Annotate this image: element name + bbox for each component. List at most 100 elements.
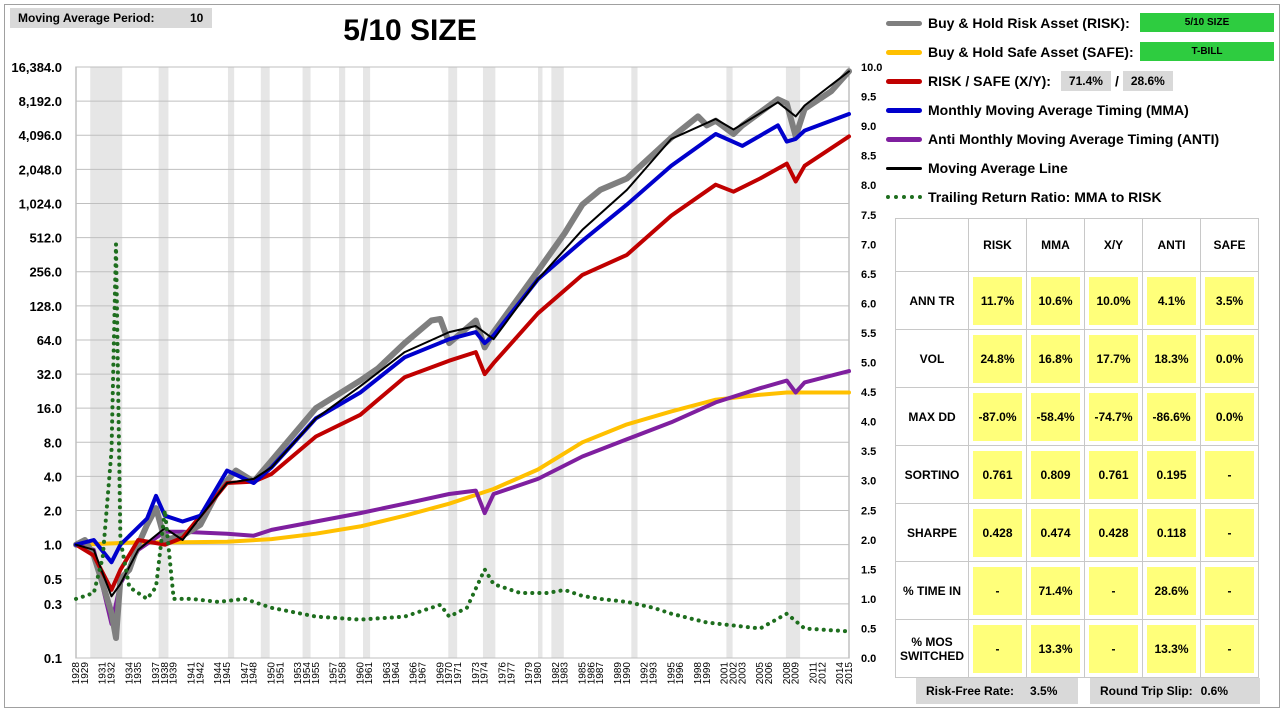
- x-tick-label: 1929: [80, 662, 91, 685]
- chart-frame: [4, 4, 1280, 708]
- stats-cell: -: [1084, 619, 1143, 678]
- stats-cell-value: 0.761: [1089, 450, 1138, 499]
- x-tick-label: 1954: [302, 662, 313, 685]
- xy-swatch: [886, 78, 922, 84]
- x-tick-label: 1942: [195, 662, 206, 685]
- stats-cell: 28.6%: [1142, 561, 1201, 620]
- stats-row-label: ANN TR: [895, 271, 969, 330]
- y-right-tick-label: 5.5: [861, 328, 876, 340]
- plot-border: [75, 66, 850, 659]
- stats-row: VOL 24.8% 16.8% 17.7% 18.3% 0.0%: [895, 329, 1259, 388]
- x-tick-label: 1998: [693, 662, 704, 685]
- x-tick-label: 1970: [444, 662, 455, 685]
- series-line: [75, 70, 850, 598]
- stats-cell-value: 13.3%: [1147, 624, 1196, 673]
- y-right-tick-label: 7.5: [861, 210, 876, 222]
- y-right-tick-label: 8.0: [861, 180, 876, 192]
- stats-cell-value: -86.6%: [1147, 392, 1196, 441]
- stats-row-label: SHARPE: [895, 503, 969, 562]
- y-right-tick-label: 5.0: [861, 358, 876, 370]
- stats-cell-value: -: [1089, 624, 1138, 673]
- anti-swatch: [886, 136, 922, 142]
- y-right-tick-label: 10.0: [861, 62, 882, 74]
- stats-row: % MOS SWITCHED -13.3% -13.3% -: [895, 619, 1259, 678]
- stats-cell: -: [1200, 619, 1259, 678]
- stats-col-header: SAFE: [1200, 218, 1259, 272]
- x-tick-label: 1966: [409, 662, 420, 685]
- recession-band: [302, 67, 311, 658]
- legend-ratio: Trailing Return Ratio: MMA to RISK: [886, 186, 1162, 208]
- x-tick-label: 1928: [71, 662, 82, 685]
- stats-cell: 10.6%: [1026, 271, 1085, 330]
- y-right-tick-label: 4.0: [861, 417, 876, 429]
- y-left-tick-label: 512.0: [29, 231, 62, 246]
- stats-cell: 0.428: [968, 503, 1027, 562]
- slip-value: 0.6%: [1200, 684, 1229, 698]
- y-left-tick-label: 0.1: [44, 651, 62, 666]
- stats-cell: -74.7%: [1084, 387, 1143, 446]
- mma-swatch: [886, 107, 922, 113]
- x-tick-label: 1938: [160, 662, 171, 685]
- stats-row: % TIME IN -71.4% -28.6% -: [895, 561, 1259, 620]
- stats-cell-value: 24.8%: [973, 334, 1022, 383]
- y-right-tick-label: 0.0: [861, 653, 876, 665]
- x-tick-label: 1987: [595, 662, 606, 685]
- y-left-tick-label: 2,048.0: [19, 162, 62, 177]
- y-left-tick-label: 0.3: [44, 597, 62, 612]
- x-tick-label: 2003: [737, 662, 748, 685]
- x-tick-label: 1957: [329, 662, 340, 685]
- stats-cell-value: 16.8%: [1031, 334, 1080, 383]
- stats-cell-value: 10.0%: [1089, 276, 1138, 325]
- x-tick-label: 1937: [151, 662, 162, 685]
- y-left-axis: 16,384.0 8,192.0 4,096.0 2,048.0 1,024.0 512.…: [11, 60, 62, 666]
- ma-swatch: [886, 166, 922, 170]
- stats-cell: 16.8%: [1026, 329, 1085, 388]
- stats-cell: 0.0%: [1200, 387, 1259, 446]
- stats-cell: 0.118: [1142, 503, 1201, 562]
- stats-col-header: X/Y: [1084, 218, 1143, 272]
- x-tick-label: 1986: [586, 662, 597, 685]
- y-right-tick-label: 9.0: [861, 121, 876, 133]
- stats-cell: 13.3%: [1142, 619, 1201, 678]
- y-right-tick-label: 1.5: [861, 564, 876, 576]
- legend-safe: Buy & Hold Safe Asset (SAFE):: [886, 41, 1134, 63]
- x-tick-label: 1947: [240, 662, 251, 685]
- x-tick-label: 2002: [728, 662, 739, 685]
- x-tick-label: 2014: [835, 662, 846, 685]
- slip-label: Round Trip Slip:: [1100, 684, 1193, 698]
- stats-cell-value: 0.0%: [1205, 334, 1254, 383]
- stats-cell-value: 28.6%: [1147, 566, 1196, 615]
- period-label: Moving Average Period:: [18, 11, 155, 25]
- x-tick-label: 2005: [755, 662, 766, 685]
- x-tick-label: 1989: [613, 662, 624, 685]
- stats-cell: 0.761: [968, 445, 1027, 504]
- legend-mma: Monthly Moving Average Timing (MMA): [886, 99, 1189, 121]
- stats-row: SHARPE 0.428 0.474 0.428 0.118-: [895, 503, 1259, 562]
- stats-cell: 10.0%: [1084, 271, 1143, 330]
- x-tick-label: 1958: [338, 662, 349, 685]
- x-tick-label: 1976: [497, 662, 508, 685]
- legend-risk: Buy & Hold Risk Asset (RISK):: [886, 12, 1130, 34]
- y-right-tick-label: 3.5: [861, 446, 876, 458]
- x-tick-label: 1999: [702, 662, 713, 685]
- x-tick-label: 2015: [844, 662, 855, 685]
- x-tick-label: 1932: [107, 662, 118, 685]
- y-right-tick-label: 6.5: [861, 269, 876, 281]
- stats-cell: 0.195: [1142, 445, 1201, 504]
- y-right-tick-label: 8.5: [861, 151, 876, 163]
- stats-cell-value: -: [1205, 508, 1254, 557]
- series-line: [74, 242, 851, 634]
- stats-cell-value: 0.428: [973, 508, 1022, 557]
- stats-cell-value: 0.428: [1089, 508, 1138, 557]
- recession-band: [726, 67, 733, 658]
- x-tick-label: 1961: [364, 662, 375, 685]
- stats-row: MAX DD -87.0% -58.4% -74.7% -86.6% 0.0%: [895, 387, 1259, 446]
- x-tick-label: 1963: [382, 662, 393, 685]
- period-value: 10: [190, 11, 204, 25]
- stats-cell-value: -: [1089, 566, 1138, 615]
- recession-band: [448, 67, 458, 658]
- stats-cell: -: [968, 619, 1027, 678]
- stats-cell-value: 0.118: [1147, 508, 1196, 557]
- x-tick-label: 1971: [453, 662, 464, 685]
- stats-cell-value: -: [1205, 624, 1254, 673]
